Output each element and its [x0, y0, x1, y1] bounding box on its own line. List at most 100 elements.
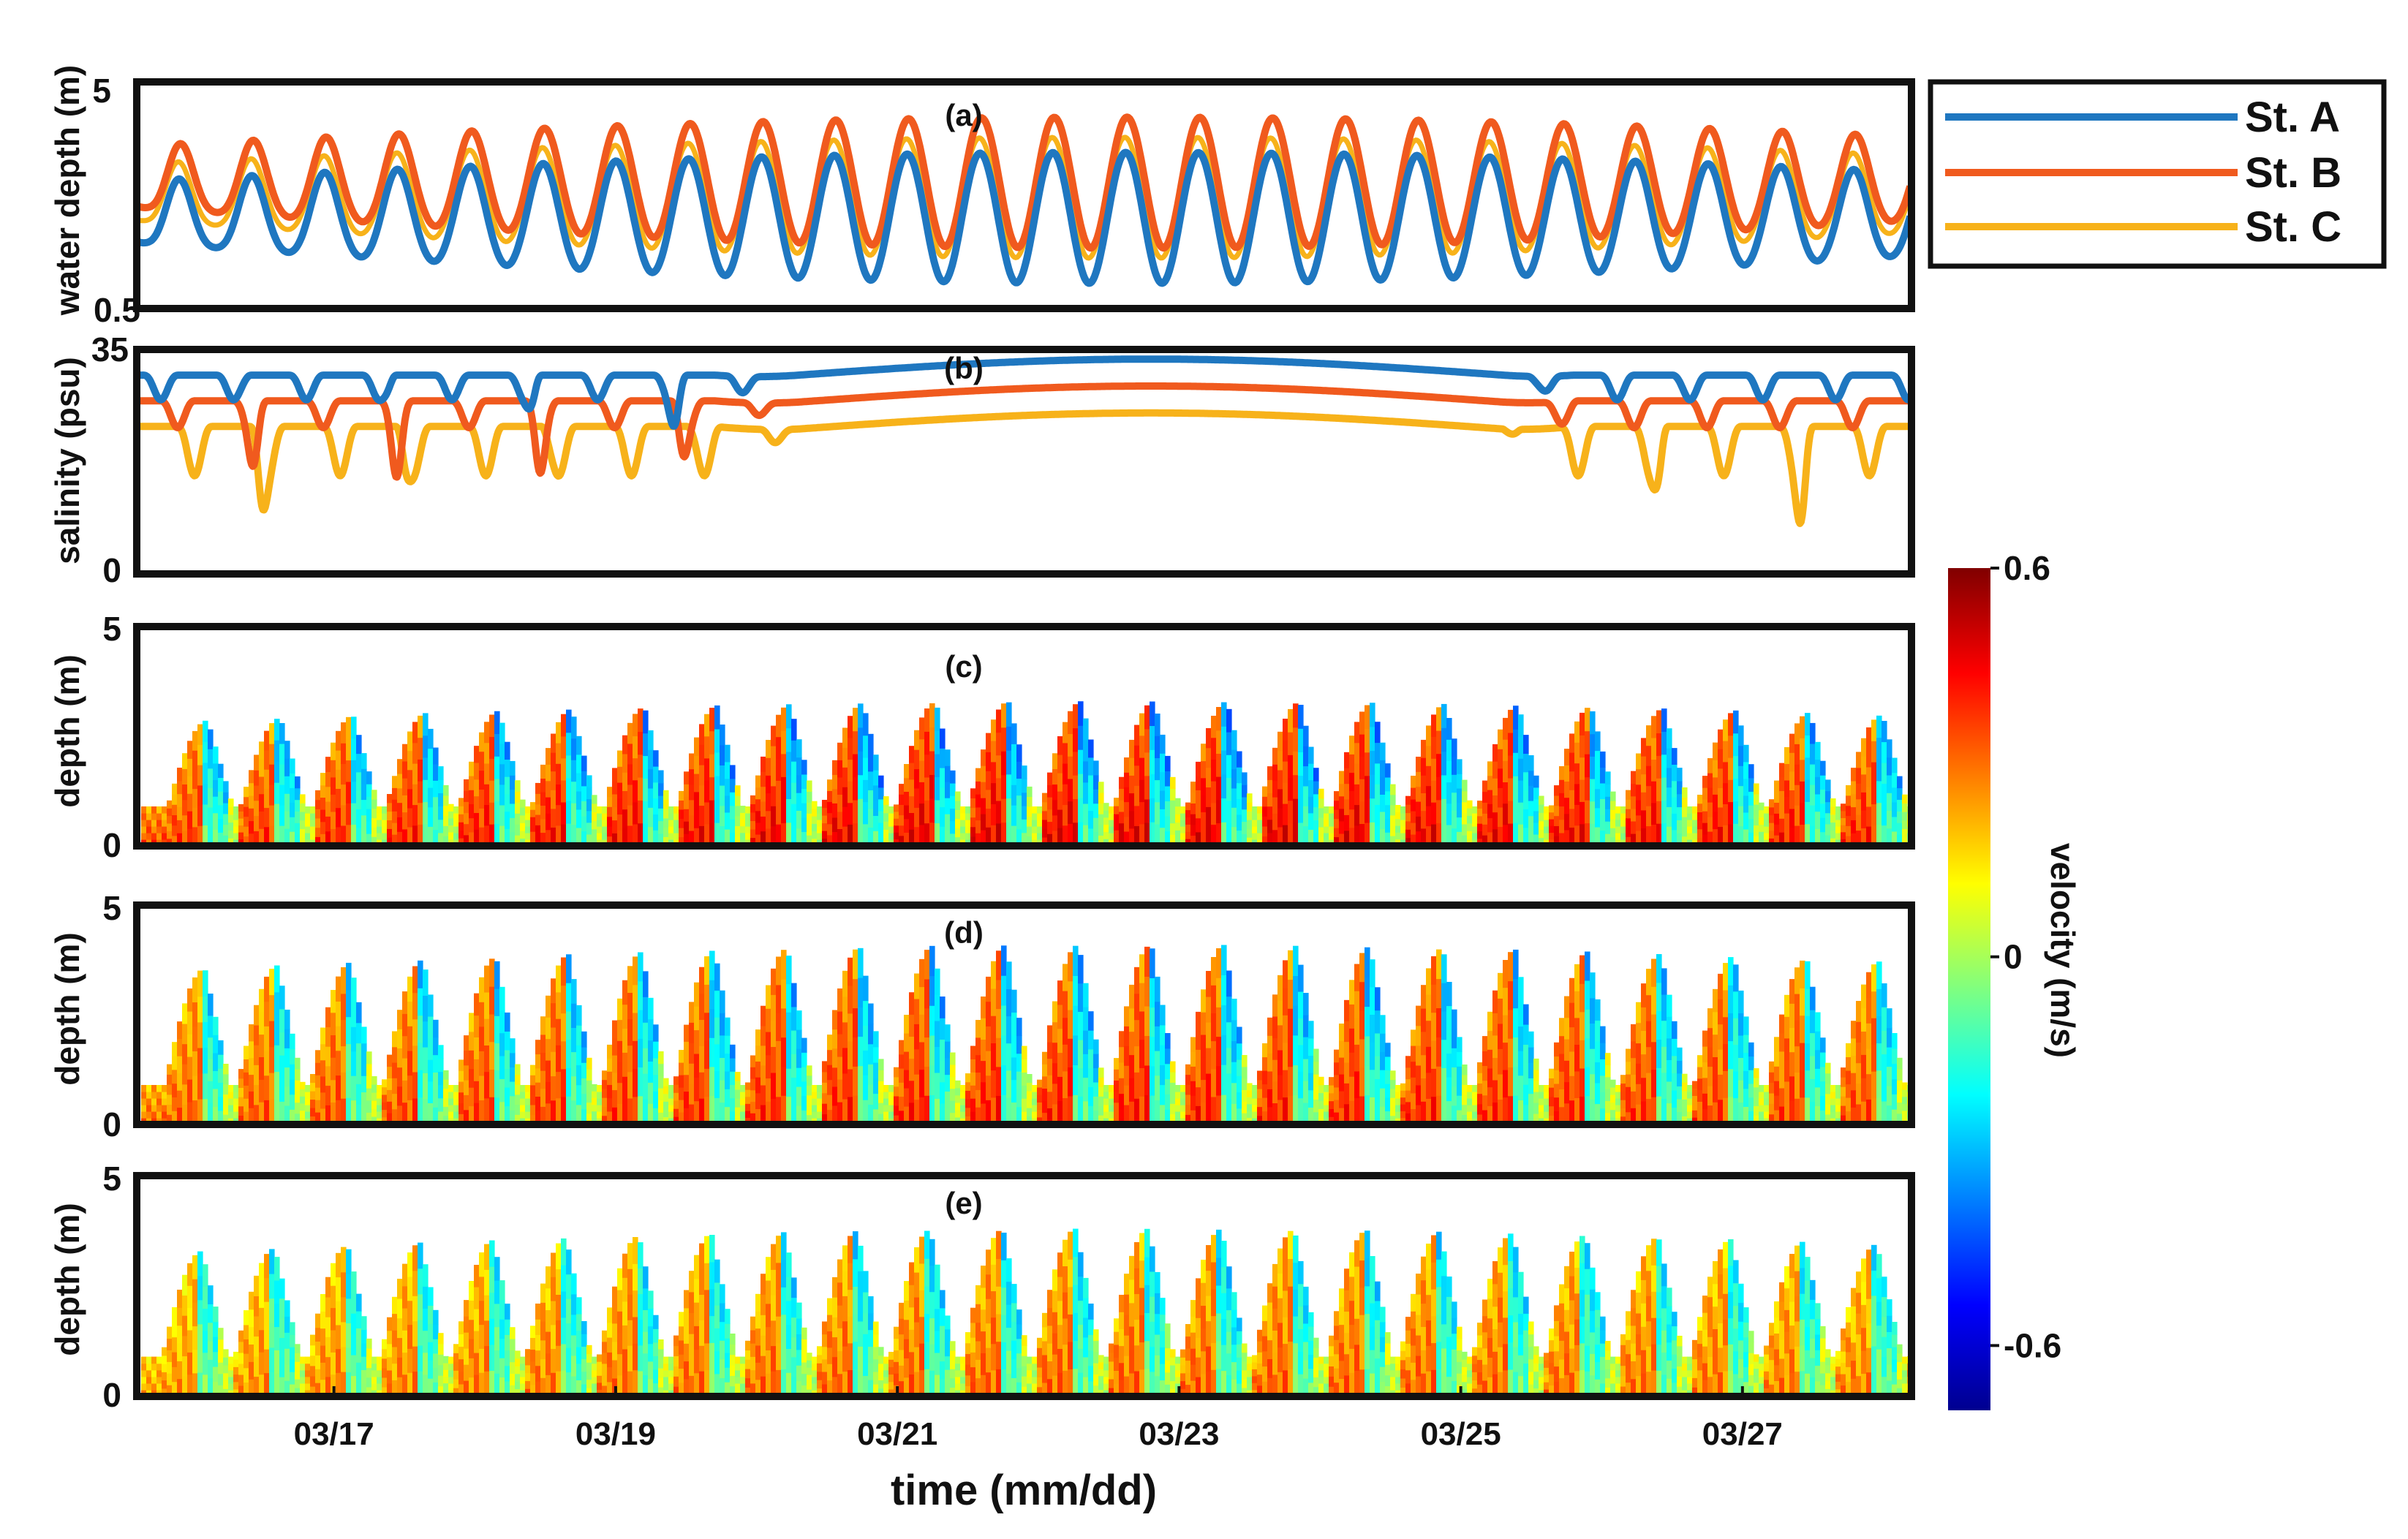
velocity-cell: [853, 730, 858, 755]
velocity-cell: [474, 1103, 480, 1125]
velocity-cell: [1528, 815, 1534, 831]
velocity-cell: [551, 978, 556, 1004]
velocity-cell: [1738, 725, 1744, 746]
velocity-cell: [1124, 801, 1130, 817]
velocity-cell: [1892, 1048, 1898, 1065]
velocity-cell: [515, 1064, 521, 1075]
velocity-cell: [218, 1328, 224, 1340]
velocity-cell: [561, 823, 567, 847]
velocity-cell: [1713, 828, 1718, 847]
velocity-cell: [566, 709, 572, 733]
velocity-cell: [1769, 799, 1775, 808]
velocity-cell: [1539, 820, 1544, 830]
velocity-cell: [264, 826, 270, 847]
velocity-cell: [1426, 1098, 1432, 1125]
velocity-cell: [197, 1299, 203, 1325]
velocity-cell: [1144, 728, 1150, 753]
velocity-cell: [597, 826, 603, 833]
velocity-cell: [1170, 1092, 1176, 1104]
velocity-cell: [423, 1073, 429, 1100]
velocity-cell: [479, 789, 485, 809]
velocity-cell: [530, 1104, 536, 1116]
velocity-cell: [1590, 997, 1596, 1024]
velocity-cell: [863, 1025, 869, 1051]
velocity-cell: [1022, 1111, 1027, 1125]
velocity-cell: [709, 1288, 715, 1317]
velocity-cell: [950, 1064, 956, 1077]
velocity-cell: [842, 1021, 848, 1048]
velocity-cell: [1063, 1017, 1068, 1045]
velocity-cell: [714, 1328, 720, 1352]
velocity-cell: [1672, 797, 1677, 814]
velocity-cell: [1487, 1011, 1493, 1032]
velocity-cell: [320, 1328, 326, 1346]
velocity-cell: [1805, 735, 1811, 758]
velocity-cell: [1078, 701, 1084, 726]
velocity-cell: [515, 813, 521, 825]
velocity-cell: [479, 1276, 485, 1301]
velocity-cell: [796, 1302, 802, 1319]
velocity-cell: [766, 1032, 771, 1056]
velocity-cell: [254, 1336, 260, 1357]
velocity-cell: [1723, 1043, 1729, 1071]
velocity-cell: [1779, 1105, 1785, 1125]
velocity-cell: [448, 825, 454, 833]
velocity-cell: [617, 1082, 623, 1104]
velocity-cell: [1579, 1096, 1585, 1125]
velocity-cell: [1779, 1051, 1785, 1070]
velocity-cell: [1692, 1103, 1698, 1111]
velocity-cell: [382, 1387, 388, 1397]
velocity-cell: [607, 1071, 613, 1085]
velocity-cell: [1508, 709, 1514, 733]
velocity-cell: [1452, 1009, 1457, 1029]
velocity-cell: [1242, 796, 1248, 810]
velocity-cell: [448, 1105, 454, 1112]
panel-b-ylabel: salinity (psu): [48, 357, 86, 564]
velocity-cell: [1605, 1100, 1611, 1113]
velocity-cell: [1390, 794, 1396, 806]
velocity-cell: [259, 741, 265, 760]
velocity-cell: [1277, 1024, 1283, 1051]
velocity-cell: [1329, 833, 1335, 840]
velocity-cell: [965, 826, 971, 833]
velocity-cell: [1569, 1051, 1575, 1076]
velocity-cell: [1431, 736, 1437, 759]
velocity-cell: [264, 1349, 270, 1374]
velocity-cell: [858, 1007, 864, 1037]
velocity-cell: [1272, 1081, 1278, 1103]
velocity-cell: [1446, 760, 1452, 783]
velocity-cell: [1789, 1051, 1795, 1077]
velocity-cell: [1861, 1101, 1867, 1125]
velocity-cell: [1324, 1085, 1329, 1092]
velocity-cell: [254, 815, 260, 831]
velocity-cell: [1324, 826, 1329, 833]
velocity-cell: [458, 830, 464, 839]
velocity-cell: [469, 776, 475, 790]
velocity-cell: [1293, 751, 1299, 776]
velocity-cell: [167, 1361, 173, 1374]
velocity-cell: [1001, 1005, 1007, 1036]
velocity-cell: [1221, 726, 1227, 751]
velocity-cell: [796, 1067, 802, 1087]
velocity-cell: [387, 1113, 393, 1125]
velocity-cell: [223, 835, 229, 847]
velocity-cell: [673, 826, 679, 833]
velocity-cell: [233, 1092, 239, 1099]
velocity-cell: [1011, 723, 1017, 744]
velocity-cell: [254, 800, 260, 817]
velocity-cell: [786, 822, 792, 847]
velocity-cell: [443, 1369, 449, 1377]
velocity-cell: [760, 816, 766, 832]
velocity-cell: [320, 1362, 326, 1380]
velocity-cell: [392, 1031, 398, 1048]
velocity-cell: [259, 1329, 265, 1353]
velocity-cell: [786, 1372, 792, 1397]
velocity-cell: [1462, 1074, 1468, 1085]
velocity-cell: [1636, 799, 1642, 816]
velocity-cell: [1349, 980, 1355, 1005]
velocity-cell: [914, 768, 920, 789]
velocity-cell: [1498, 826, 1503, 847]
velocity-cell: [1267, 1089, 1273, 1108]
velocity-cell: [771, 806, 777, 827]
velocity-cell: [351, 824, 357, 847]
